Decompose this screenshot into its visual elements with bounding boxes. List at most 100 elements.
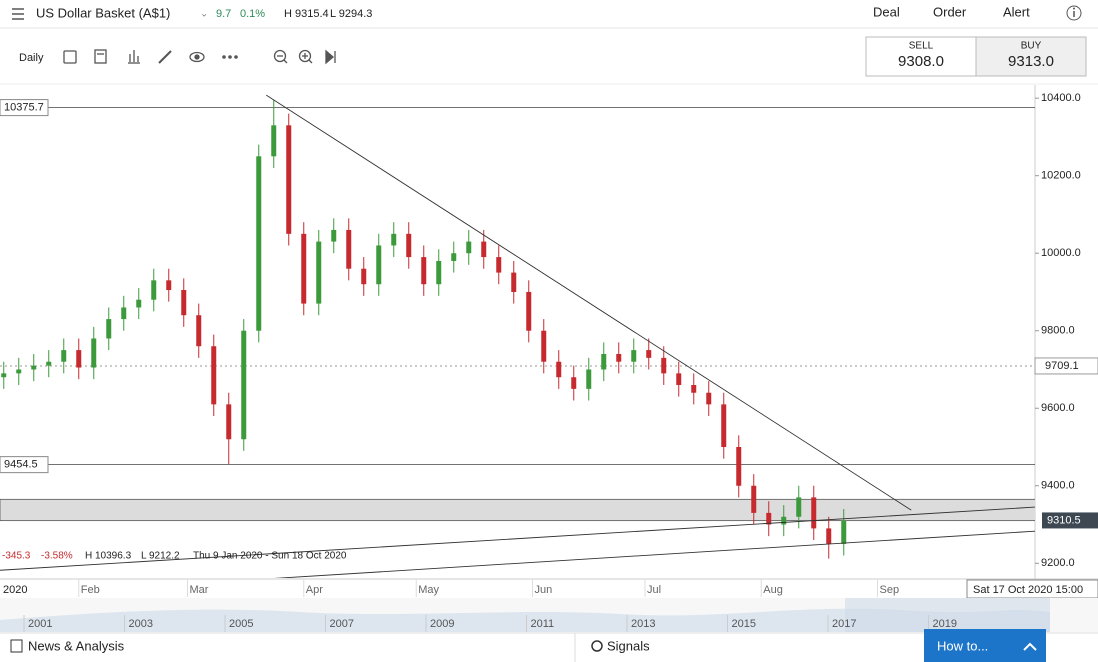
x-tick-label: Jun — [535, 584, 553, 596]
navigator-year: 2017 — [832, 618, 856, 630]
toolbar-icons[interactable] — [63, 49, 336, 65]
signals-tab[interactable]: Signals — [607, 638, 650, 653]
candle-body — [91, 338, 97, 368]
candle-body — [61, 350, 67, 362]
candle-body — [781, 516, 787, 525]
candle-body — [301, 233, 307, 304]
candle-body — [46, 361, 52, 366]
trendline — [266, 94, 912, 511]
candle-body — [166, 280, 172, 291]
candle-body — [511, 272, 517, 292]
alert-button[interactable]: Alert — [1003, 4, 1030, 19]
candle-body — [721, 404, 727, 447]
interval[interactable]: Daily — [19, 52, 44, 64]
candle-body — [676, 373, 682, 385]
candle-body — [31, 365, 37, 370]
candle-body — [706, 392, 712, 405]
candle-body — [616, 353, 622, 362]
candle-body — [211, 346, 217, 405]
change-pct: 0.1% — [240, 8, 265, 20]
last-price-tag — [1042, 512, 1098, 529]
help-button[interactable] — [924, 629, 1046, 662]
navigator-year: 2007 — [330, 618, 354, 630]
y-tick-label: 9800.0 — [1041, 325, 1075, 337]
candle-body — [751, 485, 757, 513]
candle-body — [571, 377, 577, 389]
day-high: H 9315.4 — [284, 8, 329, 20]
order-button[interactable]: Order — [933, 4, 967, 19]
navigator-year: 2003 — [129, 618, 153, 630]
menu-icon[interactable] — [12, 8, 24, 20]
y-tick-label: 10400.0 — [1041, 92, 1081, 104]
last-price-label: 9310.5 — [1047, 514, 1081, 526]
candle-body — [466, 241, 472, 254]
caret: ⌄ — [200, 9, 208, 20]
candle-body — [406, 233, 412, 258]
trendline — [273, 530, 1035, 578]
candle-body — [226, 404, 232, 440]
stat-range: Thu 9 Jan 2020 - Sun 18 Oct 2020 — [193, 551, 347, 562]
candle-body — [541, 330, 547, 362]
candle-body — [496, 257, 502, 273]
help-label: How to... — [937, 638, 988, 653]
info-icon[interactable] — [1066, 5, 1082, 21]
candle-body — [316, 241, 322, 304]
candle-body — [691, 384, 697, 393]
buy-label: BUY — [1021, 41, 1042, 52]
change: 9.7 — [216, 8, 231, 20]
navigator-year: 2001 — [28, 618, 52, 630]
level-label: 10375.7 — [4, 102, 44, 114]
candle-body — [646, 350, 652, 358]
plot-area — [0, 94, 1035, 578]
sell-price: 9308.0 — [898, 53, 944, 70]
candle-body — [136, 299, 142, 308]
y-tick-label: 9400.0 — [1041, 480, 1075, 492]
stat-change: -345.3 — [2, 551, 31, 562]
x-tick-label: Feb — [81, 584, 100, 596]
level-tag — [0, 99, 49, 117]
candle-body — [271, 125, 277, 157]
level-tag — [0, 456, 49, 474]
candle-body — [601, 353, 607, 370]
candle-body — [661, 357, 667, 374]
candle-body — [106, 319, 112, 339]
news-tab[interactable]: News & Analysis — [28, 638, 125, 653]
candle-body — [256, 156, 262, 331]
buy-price: 9313.0 — [1008, 53, 1054, 70]
year-label: 2020 — [3, 584, 27, 596]
y-tick-label: 9200.0 — [1041, 557, 1075, 569]
y-tick-label: 10000.0 — [1041, 247, 1081, 259]
candle-body — [421, 257, 427, 285]
trendline — [0, 506, 1035, 571]
navigator-year: 2019 — [933, 618, 957, 630]
candle-body — [811, 497, 817, 529]
candle-body — [1, 373, 7, 378]
x-tick-label: Sep — [880, 584, 900, 596]
candle-body — [451, 253, 457, 261]
deal-button[interactable]: Deal — [873, 4, 900, 19]
candle-body — [286, 125, 292, 234]
navigator-window[interactable] — [845, 598, 1050, 632]
candle-body — [736, 446, 742, 486]
navigator-year: 2005 — [229, 618, 253, 630]
more-icon[interactable] — [222, 55, 238, 59]
stat-high: H 10396.3 — [85, 551, 132, 562]
navigator-year: 2009 — [430, 618, 454, 630]
candle-body — [76, 350, 82, 368]
cursor-date: Sat 17 Oct 2020 15:00 — [973, 584, 1083, 596]
candle-body — [826, 528, 832, 544]
candle-body — [841, 520, 847, 544]
candle-body — [241, 330, 247, 440]
candle-body — [391, 233, 397, 246]
navigator-area — [0, 608, 1050, 632]
candle-body — [376, 245, 382, 285]
buy-button[interactable] — [975, 36, 1087, 77]
stat-change-pct: -3.58% — [41, 551, 73, 562]
y-tick-label: 10200.0 — [1041, 170, 1081, 182]
candle-body — [796, 497, 802, 517]
candle-body — [766, 512, 772, 525]
candle-body — [121, 307, 127, 320]
chevron — [1023, 642, 1037, 651]
candle-body — [361, 268, 367, 285]
